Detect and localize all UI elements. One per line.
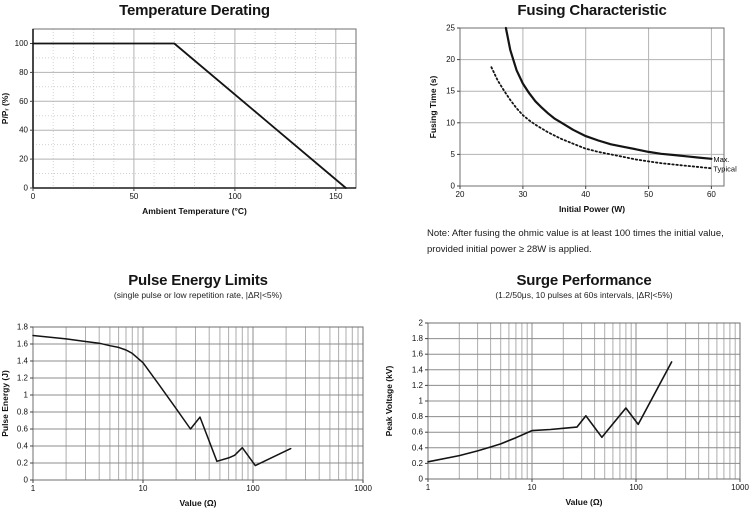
svg-text:1: 1 — [419, 397, 424, 406]
svg-text:Max.: Max. — [713, 155, 729, 164]
svg-text:P/Pᵣ (%): P/Pᵣ (%) — [0, 93, 10, 125]
svg-text:20: 20 — [19, 155, 28, 164]
svg-text:1.2: 1.2 — [412, 381, 424, 390]
surge-performance-chart: Surge Performance (1.2/50μs, 10 pulses a… — [380, 270, 753, 516]
svg-text:100: 100 — [246, 484, 260, 493]
chart-title-pulse-energy-limits: Pulse Energy Limits — [128, 272, 268, 289]
svg-text:5: 5 — [451, 150, 456, 159]
svg-text:10: 10 — [528, 483, 537, 492]
svg-text:50: 50 — [644, 190, 653, 199]
svg-text:1.4: 1.4 — [412, 365, 424, 374]
svg-text:Fusing Time (s): Fusing Time (s) — [428, 76, 438, 139]
svg-text:30: 30 — [518, 190, 527, 199]
chart-subtitle-pulse-energy-limits: (single pulse or low repetition rate, |Δ… — [113, 290, 283, 300]
svg-text:150: 150 — [329, 192, 343, 201]
svg-text:0.2: 0.2 — [412, 459, 424, 468]
svg-text:Typical: Typical — [713, 164, 737, 173]
svg-text:15: 15 — [446, 87, 455, 96]
svg-text:100: 100 — [15, 39, 29, 48]
svg-text:80: 80 — [19, 68, 28, 77]
chart-subtitle-surge-performance: (1.2/50μs, 10 pulses at 60s intervals, |… — [495, 290, 673, 300]
svg-text:1000: 1000 — [354, 484, 372, 493]
svg-text:60: 60 — [707, 190, 716, 199]
svg-text:1.8: 1.8 — [17, 323, 29, 332]
svg-text:0: 0 — [451, 182, 456, 191]
svg-text:1000: 1000 — [731, 483, 749, 492]
svg-text:20: 20 — [446, 55, 455, 64]
svg-text:1.2: 1.2 — [17, 374, 29, 383]
svg-text:10: 10 — [446, 118, 455, 127]
svg-text:1: 1 — [24, 391, 29, 400]
svg-text:0.8: 0.8 — [412, 412, 424, 421]
svg-text:60: 60 — [19, 97, 28, 106]
svg-text:0.8: 0.8 — [17, 408, 29, 417]
chart-title-fusing-characteristic: Fusing Characteristic — [517, 2, 667, 19]
svg-text:100: 100 — [228, 192, 242, 201]
svg-text:25: 25 — [446, 24, 455, 33]
svg-text:0.6: 0.6 — [412, 428, 424, 437]
fusing-characteristic-plot: 20 30 40 50 60 0 5 10 15 20 25 Initial Power (W) Fus… — [428, 24, 737, 215]
svg-text:40: 40 — [19, 126, 28, 135]
fusing-note: Note: After fusing the ohmic value is at… — [427, 228, 724, 255]
svg-text:100: 100 — [629, 483, 643, 492]
svg-text:1.8: 1.8 — [412, 334, 424, 343]
pulse-energy-limits-plot: 1 10 100 1000 0 0.2 0.4 0.6 0.8 1 1.2 1.4 1.6 1.8 Valu… — [0, 323, 372, 509]
svg-text:40: 40 — [581, 190, 590, 199]
svg-text:20: 20 — [456, 190, 465, 199]
svg-text:50: 50 — [129, 192, 138, 201]
temperature-derating-chart: Temperature Derating 0 50 100 150 0 20 40 60 80 1… — [0, 0, 377, 240]
surge-performance-plot: 1 10 100 1000 0 0.2 0.4 0.6 0.8 1 1.2 1.4 1.6 1.8 2 Val… — [384, 319, 749, 508]
svg-text:0.6: 0.6 — [17, 425, 29, 434]
svg-text:1: 1 — [31, 484, 36, 493]
svg-text:0.2: 0.2 — [17, 459, 29, 468]
svg-text:1.6: 1.6 — [17, 340, 29, 349]
pulse-energy-limits-chart: Pulse Energy Limits (single pulse or low… — [0, 270, 380, 516]
svg-text:0.4: 0.4 — [412, 443, 424, 452]
chart-title-surge-performance: Surge Performance — [516, 272, 652, 289]
svg-text:Value (Ω): Value (Ω) — [179, 498, 216, 508]
fusing-characteristic-chart: Fusing Characteristic 20 30 40 50 60 0 5 10 15 20… — [380, 0, 753, 268]
svg-text:Initial Power (W): Initial Power (W) — [559, 204, 625, 214]
svg-text:Ambient Temperature (°C): Ambient Temperature (°C) — [142, 206, 247, 216]
svg-text:1: 1 — [426, 483, 431, 492]
svg-text:0: 0 — [24, 476, 29, 485]
svg-text:0: 0 — [419, 475, 424, 484]
svg-text:Value (Ω): Value (Ω) — [565, 497, 602, 507]
svg-text:0: 0 — [31, 192, 36, 201]
svg-text:10: 10 — [139, 484, 148, 493]
svg-text:1.6: 1.6 — [412, 350, 424, 359]
svg-text:0: 0 — [24, 184, 29, 193]
svg-text:Peak Voltage (kV): Peak Voltage (kV) — [384, 365, 394, 436]
svg-text:1.4: 1.4 — [17, 357, 29, 366]
temperature-derating-plot: 0 50 100 150 0 20 40 60 80 100 Ambient Temperature… — [0, 28, 357, 216]
chart-title-temperature-derating: Temperature Derating — [119, 2, 270, 19]
svg-text:Pulse Energy (J): Pulse Energy (J) — [0, 370, 10, 437]
svg-text:0.4: 0.4 — [17, 442, 29, 451]
svg-text:2: 2 — [419, 319, 424, 328]
